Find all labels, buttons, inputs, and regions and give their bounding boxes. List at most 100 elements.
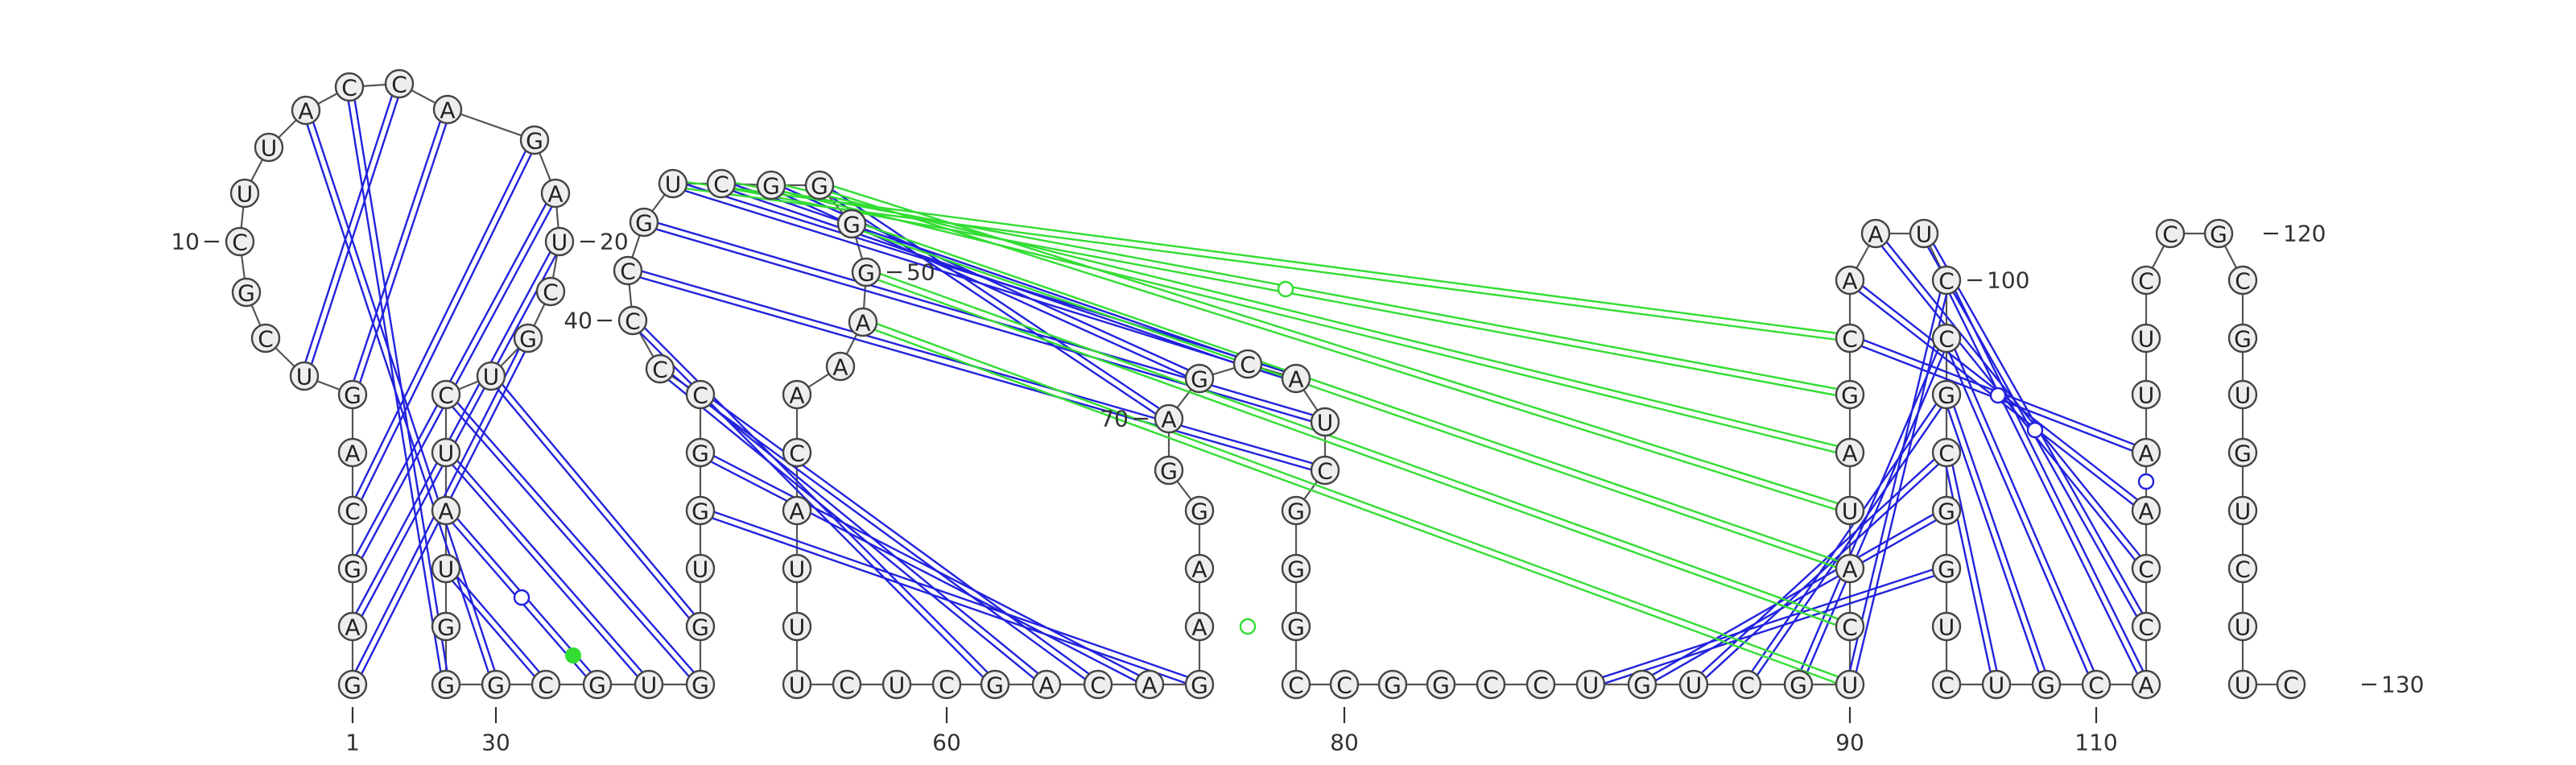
nucleotide-letter: G [691, 440, 709, 467]
nucleotide-letter: G [344, 556, 361, 583]
nucleotide-2: A [337, 611, 368, 642]
nucleotide-23: C [431, 379, 461, 410]
nucleotide-circle [782, 437, 812, 468]
nucleotide-48: G [851, 257, 881, 287]
nucleotide-letter: U [1988, 672, 2005, 699]
base-pair-line [443, 395, 699, 688]
nucleotide-46: G [804, 170, 835, 201]
nucleotide-circle [1184, 669, 1215, 700]
nucleotide-letter: G [1938, 556, 1955, 583]
nucleotide-113: A [2131, 495, 2161, 526]
nucleotide-circle [613, 255, 643, 286]
nucleotide-letter: U [1842, 672, 1859, 699]
base-pair-line [354, 110, 452, 396]
nucleotide-letter: A [298, 98, 313, 125]
nucleotide-55: U [782, 611, 812, 642]
nucleotide-circle [519, 125, 550, 155]
nucleotide-53: A [782, 495, 812, 526]
nucleotide-circle [2227, 495, 2258, 526]
nucleotide-circle [1835, 323, 1865, 354]
base-pair-line [1640, 507, 1946, 683]
nucleotide-81: G [1426, 669, 1456, 700]
base-pair-line [634, 317, 998, 684]
nucleotide-circle [782, 553, 812, 584]
nucleotide-circle [2227, 323, 2258, 354]
nucleotide-letter: A [832, 354, 848, 381]
base-pair-line [721, 180, 1249, 362]
nucleotide-117: C [2131, 265, 2161, 296]
nucleotide-13: A [291, 95, 321, 126]
nucleotide-circle [2081, 669, 2112, 700]
position-label: 70 [1100, 406, 1129, 432]
nucleotide-59: C [931, 669, 962, 700]
nucleotide-letter: G [691, 498, 709, 525]
base-pair-line [1942, 395, 2045, 686]
nucleotide-letter: U [1916, 221, 1933, 248]
nucleotide-124: U [2227, 495, 2258, 526]
nucleotide-letter: C [341, 75, 357, 101]
nucleotide-letter: C [1483, 672, 1499, 699]
nucleotide-circle [289, 361, 320, 391]
pair-marker-open [513, 589, 530, 606]
nucleotide-9: G [231, 277, 262, 308]
nucleotide-letter: G [1287, 498, 1305, 525]
nucleotide-letter: A [1191, 556, 1207, 583]
nucleotide-letter: G [2210, 221, 2227, 248]
nucleotide-circle [582, 669, 613, 700]
base-pair-line [771, 180, 1852, 451]
nucleotide-circle [337, 437, 368, 468]
nucleotide-circle [634, 669, 664, 700]
nucleotide-78: C [1281, 669, 1311, 700]
nucleotide-17: G [519, 125, 550, 155]
nucleotide-circle [645, 354, 675, 384]
nucleotide-circle [756, 170, 786, 201]
nucleotide-98: U [1909, 218, 1939, 249]
nucleotide-letter: C [713, 172, 729, 198]
nucleotide-56: U [782, 669, 812, 700]
nucleotide-circle [1134, 669, 1165, 700]
nucleotide-circle [431, 669, 461, 700]
nucleotide-circle [1281, 495, 1311, 526]
nucleotide-letter: U [1938, 614, 1955, 641]
nucleotide-61: A [1031, 669, 1062, 700]
nucleotide-circle [1329, 669, 1360, 700]
pair-marker-filled [565, 647, 581, 664]
nucleotide-letter: A [2138, 440, 2153, 467]
nucleotide-circle [836, 209, 867, 239]
nucleotide-circle [337, 379, 368, 410]
nucleotide-30: C [530, 669, 561, 700]
base-pair-line [1942, 281, 2145, 687]
nucleotide-circle [1575, 669, 1606, 700]
position-label: 80 [1330, 730, 1359, 756]
nucleotide-letter: C [1938, 672, 1955, 699]
nucleotide-circle [685, 611, 716, 642]
nucleotide-10: C [225, 226, 255, 257]
nucleotide-circle [1835, 611, 1865, 642]
nucleotide-letter: G [344, 382, 361, 409]
nucleotide-circle [685, 495, 716, 526]
backbone-segment [447, 108, 535, 142]
nucleotide-circle [1154, 455, 1184, 486]
nucleotide-circle [1426, 669, 1456, 700]
nucleotide-letter: U [438, 440, 455, 467]
nucleotide-28: G [431, 669, 461, 700]
base-pair-line [351, 86, 451, 684]
nucleotide-letter: A [1842, 268, 1857, 295]
nucleotide-circle [384, 68, 415, 99]
nucleotide-109: C [2081, 669, 2112, 700]
base-pair-line [349, 138, 533, 510]
nucleotide-105: U [1931, 611, 1962, 642]
base-pair-line [354, 242, 564, 629]
base-pair-line [448, 391, 704, 684]
pair-marker-layer [513, 280, 2155, 664]
nucleotide-114: A [2131, 437, 2161, 468]
nucleotide-circle [2155, 218, 2186, 249]
nucleotide-12: U [254, 132, 284, 163]
nucleotide-circle [782, 611, 812, 642]
base-pair-line [865, 274, 1850, 631]
nucleotide-3: G [337, 553, 368, 584]
nucleotide-letter: U [483, 364, 500, 391]
